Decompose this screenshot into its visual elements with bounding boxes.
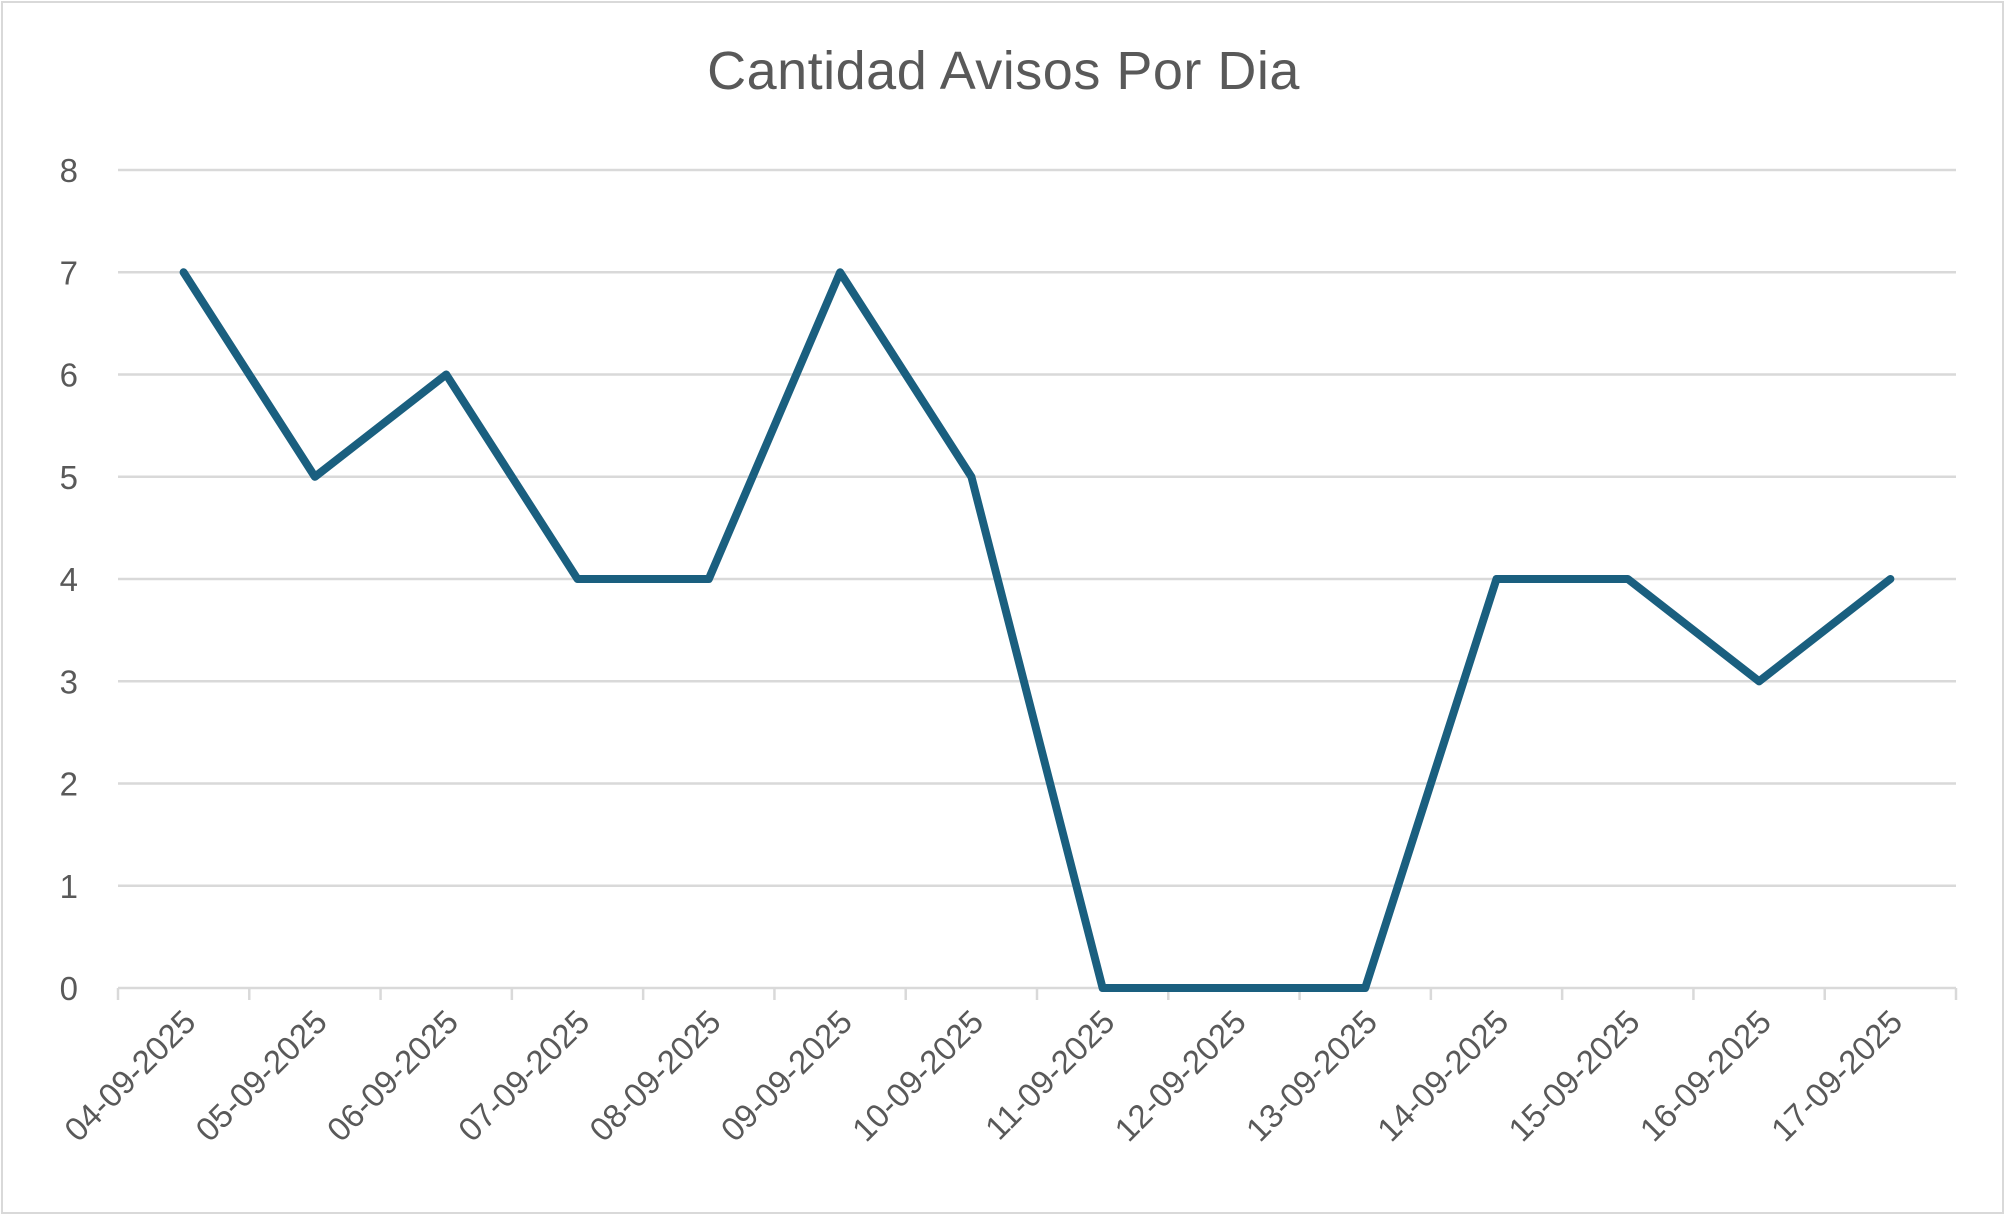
x-tick-label: 05-09-2025 [188,1003,334,1149]
y-tick-label: 6 [60,357,78,394]
x-tick-label: 07-09-2025 [451,1003,597,1149]
y-tick-label: 3 [60,663,78,700]
x-tick-label: 15-09-2025 [1501,1003,1647,1149]
y-tick-label: 1 [60,868,78,905]
x-tick-label: 08-09-2025 [582,1003,728,1149]
gridlines [118,168,1956,887]
x-tick-label: 17-09-2025 [1764,1003,1910,1149]
y-tick-label: 0 [60,970,78,1007]
x-tick-label: 06-09-2025 [320,1003,466,1149]
y-tick-label: 2 [60,766,78,803]
x-tick-label: 13-09-2025 [1239,1003,1385,1149]
y-tick-label: 7 [60,254,78,291]
x-tick-label: 11-09-2025 [978,1003,1122,1147]
x-axis [116,986,1958,1000]
x-axis-labels: 04-09-202505-09-202506-09-202507-09-2025… [57,1003,1909,1149]
y-axis-labels: 0 1 2 3 4 5 6 7 8 [60,152,78,1007]
x-tick-label: 10-09-2025 [845,1003,991,1149]
y-tick-label: 8 [60,152,78,189]
chart-title: Cantidad Avisos Por Dia [707,41,1300,101]
x-tick-label: 12-09-2025 [1107,1003,1253,1149]
x-tick-label: 14-09-2025 [1370,1003,1516,1149]
series-layer [179,268,1895,992]
y-tick-label: 4 [60,561,78,598]
x-tick-label: 09-09-2025 [713,1003,859,1149]
x-tick-label: 16-09-2025 [1632,1003,1778,1149]
x-tick-label: 04-09-2025 [57,1003,203,1149]
y-tick-label: 5 [60,459,78,496]
series-line [179,268,1895,992]
